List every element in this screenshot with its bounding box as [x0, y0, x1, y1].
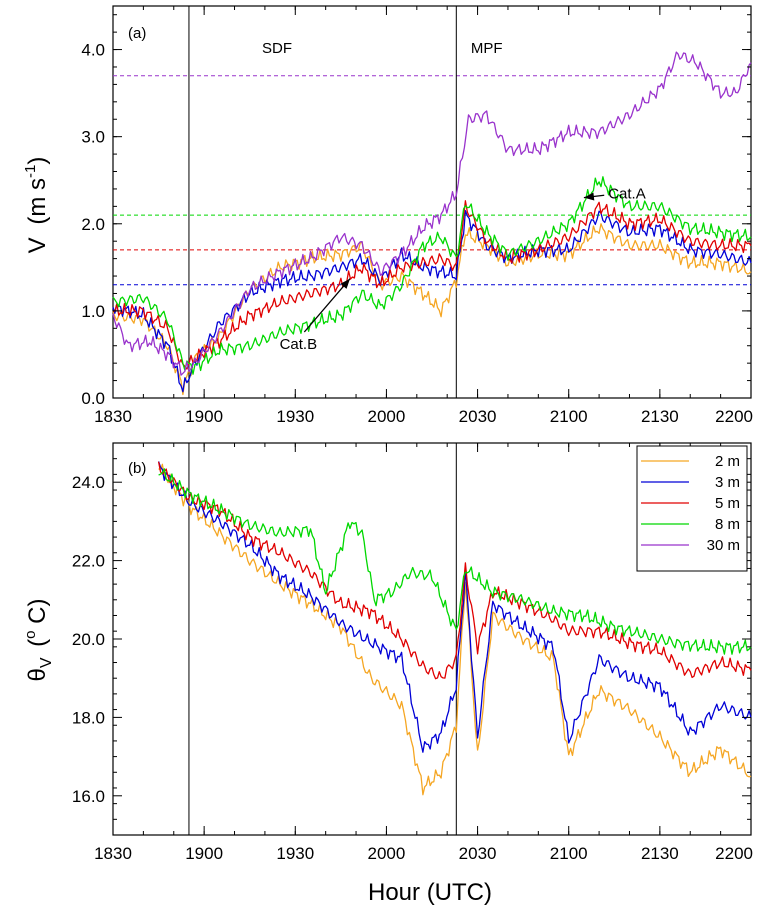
series-line-5m [157, 461, 752, 680]
panel-a-frame [112, 5, 752, 399]
legend-label: 2 m [715, 453, 740, 470]
legend: 2 m 3 m 5 m 8 m 30 m [636, 445, 748, 572]
legend-box [636, 445, 748, 572]
x-tick-label: 2030 [459, 844, 497, 863]
x-tick-label: 2200 [715, 407, 753, 426]
x-tick-label: 1830 [94, 844, 132, 863]
y-tick-label: 0.0 [81, 389, 105, 408]
x-tick-label: 2130 [641, 407, 679, 426]
legend-label: 3 m [715, 474, 740, 491]
series-line-8m [158, 468, 752, 655]
legend-label: 30 m [707, 537, 740, 554]
series-line-5m [112, 200, 752, 370]
x-tick-label: 1930 [276, 844, 314, 863]
y-tick-label: 24.0 [72, 473, 105, 492]
x-tick-label: 2130 [641, 844, 679, 863]
annotation-cat-a: Cat.A [608, 185, 646, 202]
x-tick-label: 1930 [276, 407, 314, 426]
x-axis-label: Hour (UTC) [368, 879, 492, 906]
series-line-2m [158, 463, 752, 796]
panel-a: 0.0 1.0 2.0 3.0 4.0 1830 1900 1930 2000 2030 2100… [22, 5, 753, 426]
panel-b-divider-lines [188, 443, 457, 835]
annotation-cat-b-arrowhead [340, 278, 350, 289]
panel-b-series [157, 461, 752, 796]
panel-b: 16.0 18.0 20.0 22.0 24.0 1830 1900 1930 2000 203… [22, 442, 753, 906]
region-label-sdf: SDF [262, 40, 292, 57]
panel-b-y-ticks: 16.0 18.0 20.0 22.0 24.0 [72, 442, 751, 836]
y-tick-label: 20.0 [72, 630, 105, 649]
x-tick-label: 1830 [94, 407, 132, 426]
y-tick-label: 4.0 [81, 41, 105, 60]
series-line-30m [112, 51, 752, 376]
y-tick-label: 22.0 [72, 552, 105, 571]
region-label-mpf: MPF [471, 40, 503, 57]
series-line-2m [112, 223, 752, 396]
panel-a-series [112, 51, 752, 396]
y-tick-label: 2.0 [81, 215, 105, 234]
annotation-cat-b-arrow [303, 278, 351, 333]
y-tick-label: 16.0 [72, 787, 105, 806]
legend-label: 5 m [715, 495, 740, 512]
series-line-3m [157, 461, 752, 753]
panel-a-annotations: Cat.A Cat.B [280, 185, 646, 353]
y-tick-label: 18.0 [72, 708, 105, 727]
series-line-3m [112, 210, 752, 393]
x-tick-label: 2100 [550, 407, 588, 426]
y-tick-label: 1.0 [81, 302, 105, 321]
panel-a-threshold-lines [113, 75, 751, 286]
x-tick-label: 2000 [368, 407, 406, 426]
x-tick-label: 1900 [185, 407, 223, 426]
x-tick-label: 2200 [715, 844, 753, 863]
legend-label: 8 m [715, 516, 740, 533]
panel-a-divider-lines [188, 6, 457, 398]
panel-a-y-ticks: 0.0 1.0 2.0 3.0 4.0 [81, 14, 751, 408]
annotation-cat-a-arrowhead [583, 192, 595, 201]
panel-a-label: (a) [128, 25, 146, 42]
panel-b-x-ticks: 1830 1900 1930 2000 2030 2100 2130 2200 [94, 443, 753, 863]
panel-b-label: (b) [128, 460, 146, 477]
panel-a-x-ticks: 1830 1900 1930 2000 2030 2100 2130 2200 [94, 6, 753, 426]
panel-a-y-axis-label: V (m s-1) [22, 157, 51, 254]
x-tick-label: 2030 [459, 407, 497, 426]
series-line-8m [112, 176, 752, 375]
x-tick-label: 1900 [185, 844, 223, 863]
panel-b-y-axis-label: θV (o C) [22, 598, 57, 681]
y-tick-label: 3.0 [81, 128, 105, 147]
x-tick-label: 2100 [550, 844, 588, 863]
annotation-cat-b: Cat.B [280, 336, 318, 353]
x-tick-label: 2000 [368, 844, 406, 863]
